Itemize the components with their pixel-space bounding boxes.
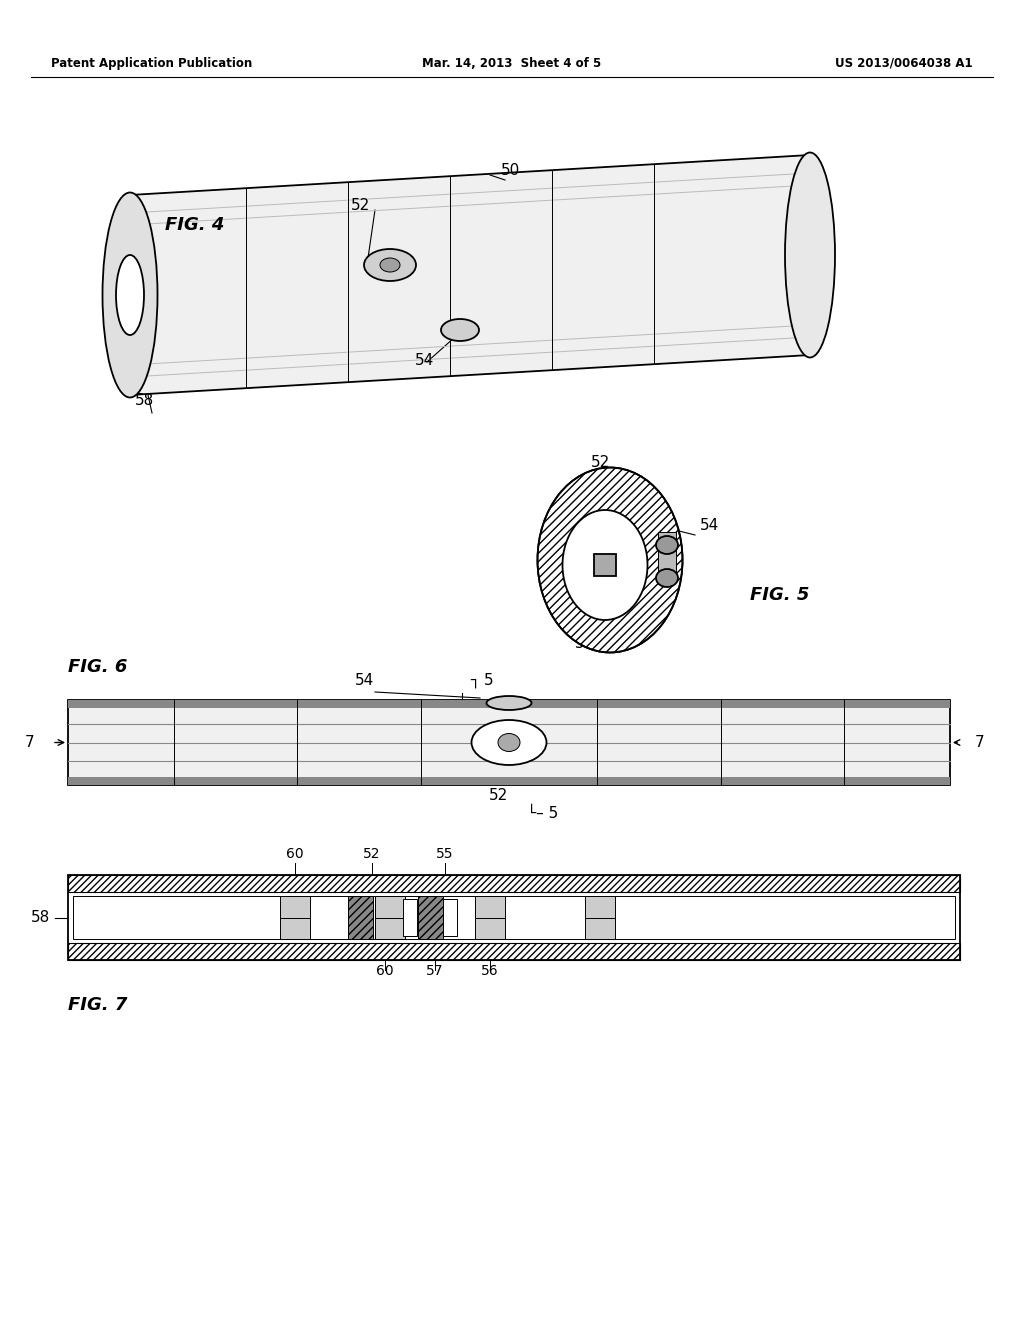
Bar [347,896,373,939]
Text: FIG. 6: FIG. 6 [68,657,127,676]
Text: 60: 60 [286,847,304,861]
Text: 50: 50 [501,162,519,178]
Text: 58: 58 [135,393,155,408]
Bar [280,917,310,939]
Bar [418,896,442,939]
Text: Mar. 14, 2013  Sheet 4 of 5: Mar. 14, 2013 Sheet 4 of 5 [422,57,602,70]
Text: FIG. 4: FIG. 4 [165,216,224,234]
Ellipse shape [116,255,144,335]
Bar [68,875,961,960]
Bar [68,777,950,785]
Text: └– 5: └– 5 [527,807,558,821]
Text: 52: 52 [350,198,370,213]
Ellipse shape [562,510,647,620]
Ellipse shape [102,193,158,397]
Ellipse shape [380,257,400,272]
Ellipse shape [364,249,416,281]
Text: 57: 57 [426,964,443,978]
Bar [73,896,955,939]
Text: 52: 52 [591,455,609,470]
Bar [68,875,961,892]
Text: FIG. 7: FIG. 7 [68,997,127,1014]
Bar [475,896,505,917]
Text: Patent Application Publication: Patent Application Publication [51,57,253,70]
Text: 52: 52 [364,847,381,861]
Text: 56: 56 [481,964,499,978]
Bar [375,896,406,917]
Ellipse shape [656,569,678,587]
Bar [68,700,950,708]
Ellipse shape [471,719,547,766]
Bar [68,892,961,942]
Text: 55: 55 [436,847,454,861]
Ellipse shape [785,153,835,358]
Bar [375,917,406,939]
Bar [475,917,505,939]
Text: US 2013/0064038 A1: US 2013/0064038 A1 [836,57,973,70]
Ellipse shape [538,467,683,652]
Ellipse shape [486,696,531,710]
Bar [68,942,961,960]
Bar [403,899,417,936]
Bar [585,917,615,939]
Text: 7: 7 [975,735,985,750]
Text: 54: 54 [355,673,375,688]
Text: ┐ 5: ┐ 5 [470,673,494,689]
Bar [68,700,950,785]
Text: 58: 58 [31,909,50,925]
Polygon shape [130,154,810,395]
Text: 7: 7 [26,735,35,750]
Bar [280,896,310,917]
Text: 60: 60 [376,964,394,978]
Text: 54: 54 [416,352,434,368]
Text: FIG. 5: FIG. 5 [750,586,809,605]
Ellipse shape [656,536,678,554]
Text: 58: 58 [575,636,595,651]
Ellipse shape [498,734,520,751]
Text: 52: 52 [489,788,509,803]
Bar [658,532,676,582]
Bar [443,899,457,936]
Bar [585,896,615,917]
Bar [594,554,616,576]
Text: 54: 54 [700,517,719,533]
Ellipse shape [441,319,479,341]
